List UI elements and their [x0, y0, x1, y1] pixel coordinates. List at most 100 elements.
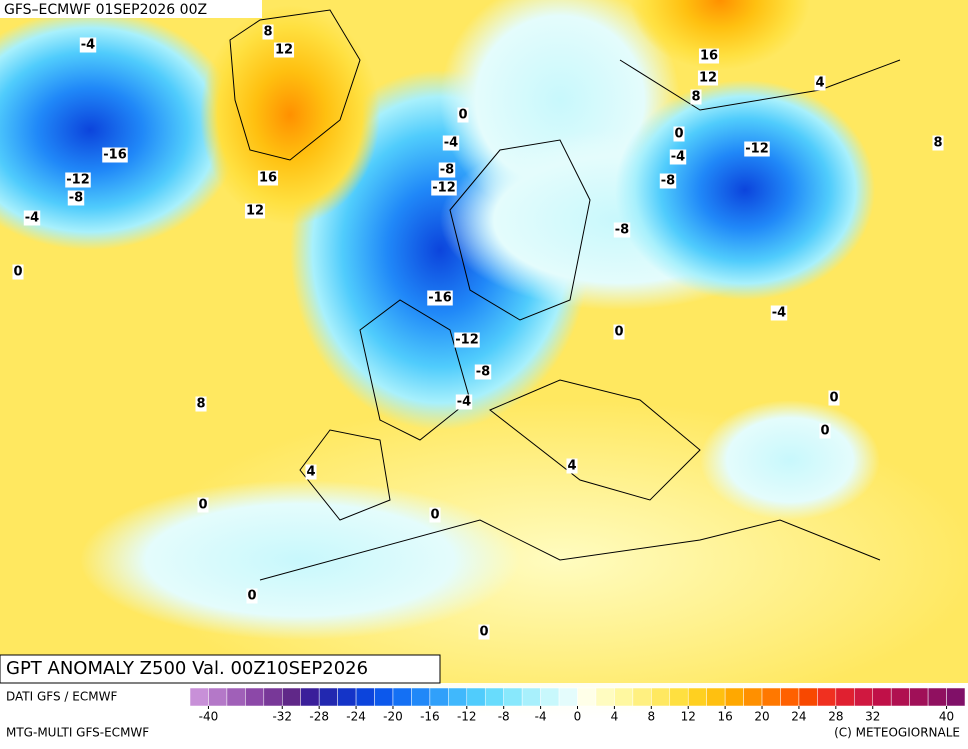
contour-label-bg	[257, 170, 279, 186]
colorbar-box	[411, 687, 431, 707]
contour-label-bg	[305, 464, 317, 480]
colorbar-box	[595, 687, 615, 707]
contour-label-bg	[697, 70, 719, 86]
colorbar-box	[743, 687, 763, 707]
colorbar-box	[318, 687, 338, 707]
contour-label: -4	[81, 38, 95, 53]
contour-label-bg	[566, 458, 578, 474]
header-title: GFS–ECMWF 01SEP2026 00Z	[4, 2, 207, 18]
contour-label: -8	[440, 163, 454, 178]
colorbar-tick-label: -28	[309, 710, 329, 724]
contour-label: 0	[479, 625, 488, 640]
colorbar-box	[392, 687, 412, 707]
colorbar-box	[724, 687, 744, 707]
contour-label-bg	[454, 332, 480, 348]
footer-model: MTG-MULTI GFS-ECMWF	[6, 726, 149, 740]
colorbar: -40 -32 -28 -24 -20 -16 -12 -8 -4 0 4 8 12 16 20 24 28 32…	[189, 687, 966, 724]
colorbar-box	[263, 687, 283, 707]
colorbar-tick-label: 8	[647, 710, 655, 724]
contour-label-bg	[819, 423, 831, 439]
contour-label: -4	[444, 136, 458, 151]
colorbar-tick-label: 24	[791, 710, 806, 724]
colorbar-tick-label: 40	[939, 710, 954, 724]
colorbar-box	[761, 687, 781, 707]
colorbar-tick-label: -20	[383, 710, 403, 724]
colorbar-box	[669, 687, 689, 707]
map-title: GPT ANOMALY Z500 Val. 00Z10SEP2026	[6, 658, 368, 679]
colorbar-box	[226, 687, 246, 707]
contour-label-bg	[659, 173, 677, 189]
contour-label: 0	[829, 391, 838, 406]
colorbar-tick-label: 12	[681, 710, 696, 724]
colorbar-box	[558, 687, 578, 707]
colorbar-box	[687, 687, 707, 707]
contour-label-bg	[195, 396, 207, 412]
colorbar-tick-label: -40	[199, 710, 219, 724]
header-box	[0, 0, 262, 18]
contour-label: -16	[428, 291, 452, 306]
colorbar-box	[872, 687, 892, 707]
colorbar-box	[835, 687, 855, 707]
contour-label: -4	[671, 150, 685, 165]
contour-label-bg	[828, 390, 840, 406]
colorbar-box	[540, 687, 560, 707]
contour-label: 12	[275, 43, 293, 58]
contour-label-bg	[431, 180, 457, 196]
contour-label: 0	[820, 424, 829, 439]
contour-label-bg	[244, 203, 266, 219]
contour-label-bg	[613, 222, 631, 238]
contour-label: 8	[263, 25, 272, 40]
colorbar-box	[614, 687, 634, 707]
colorbar-box	[189, 687, 209, 707]
contour-label: 0	[247, 589, 256, 604]
colorbar-tick-label: 32	[865, 710, 880, 724]
colorbar-box	[466, 687, 486, 707]
contour-label-bg	[438, 162, 456, 178]
colorbar-box	[706, 687, 726, 707]
colorbar-box	[484, 687, 504, 707]
colorbar-box	[208, 687, 228, 707]
contour-label-bg	[197, 497, 209, 513]
contour-label-bg	[474, 364, 492, 380]
colorbar-box	[337, 687, 357, 707]
contour-label-bg	[23, 210, 41, 226]
contour-label-bg	[932, 135, 944, 151]
contour-label: -12	[455, 333, 479, 348]
contour-label-bg	[478, 624, 490, 640]
colorbar-box	[300, 687, 320, 707]
colorbar-box	[651, 687, 671, 707]
contour-label-bg	[457, 107, 469, 123]
contour-label-bg	[673, 126, 685, 142]
contour-label: 4	[567, 459, 576, 474]
colorbar-box	[429, 687, 449, 707]
colorbar-box	[577, 687, 597, 707]
contour-label: -8	[69, 191, 83, 206]
colorbar-tick-label: -4	[535, 710, 547, 724]
contour-label-bg	[442, 135, 460, 151]
contour-label-bg	[67, 190, 85, 206]
contour-label: -12	[66, 173, 90, 188]
contour-label: 0	[614, 325, 623, 340]
colorbar-box	[780, 687, 800, 707]
contour-label: -8	[661, 174, 675, 189]
colorbar-tick-label: -32	[272, 710, 292, 724]
map-field	[0, 0, 968, 720]
colorbar-box	[798, 687, 818, 707]
contour-label: 12	[699, 71, 717, 86]
contour-label-bg	[669, 149, 687, 165]
colorbar-box	[890, 687, 910, 707]
colorbar-tick-label: 4	[611, 710, 619, 724]
colorbar-box	[946, 687, 966, 707]
colorbar-tick-label: -16	[420, 710, 440, 724]
contour-label: 16	[700, 49, 718, 64]
contour-label: 8	[691, 90, 700, 105]
contour-label-bg	[613, 324, 625, 340]
colorbar-box	[374, 687, 394, 707]
colorbar-box	[854, 687, 873, 707]
contour-label-bg	[102, 147, 128, 163]
colorbar-box	[632, 687, 652, 707]
colorbar-tick-label: -8	[498, 710, 510, 724]
contour-label: 0	[430, 508, 439, 523]
